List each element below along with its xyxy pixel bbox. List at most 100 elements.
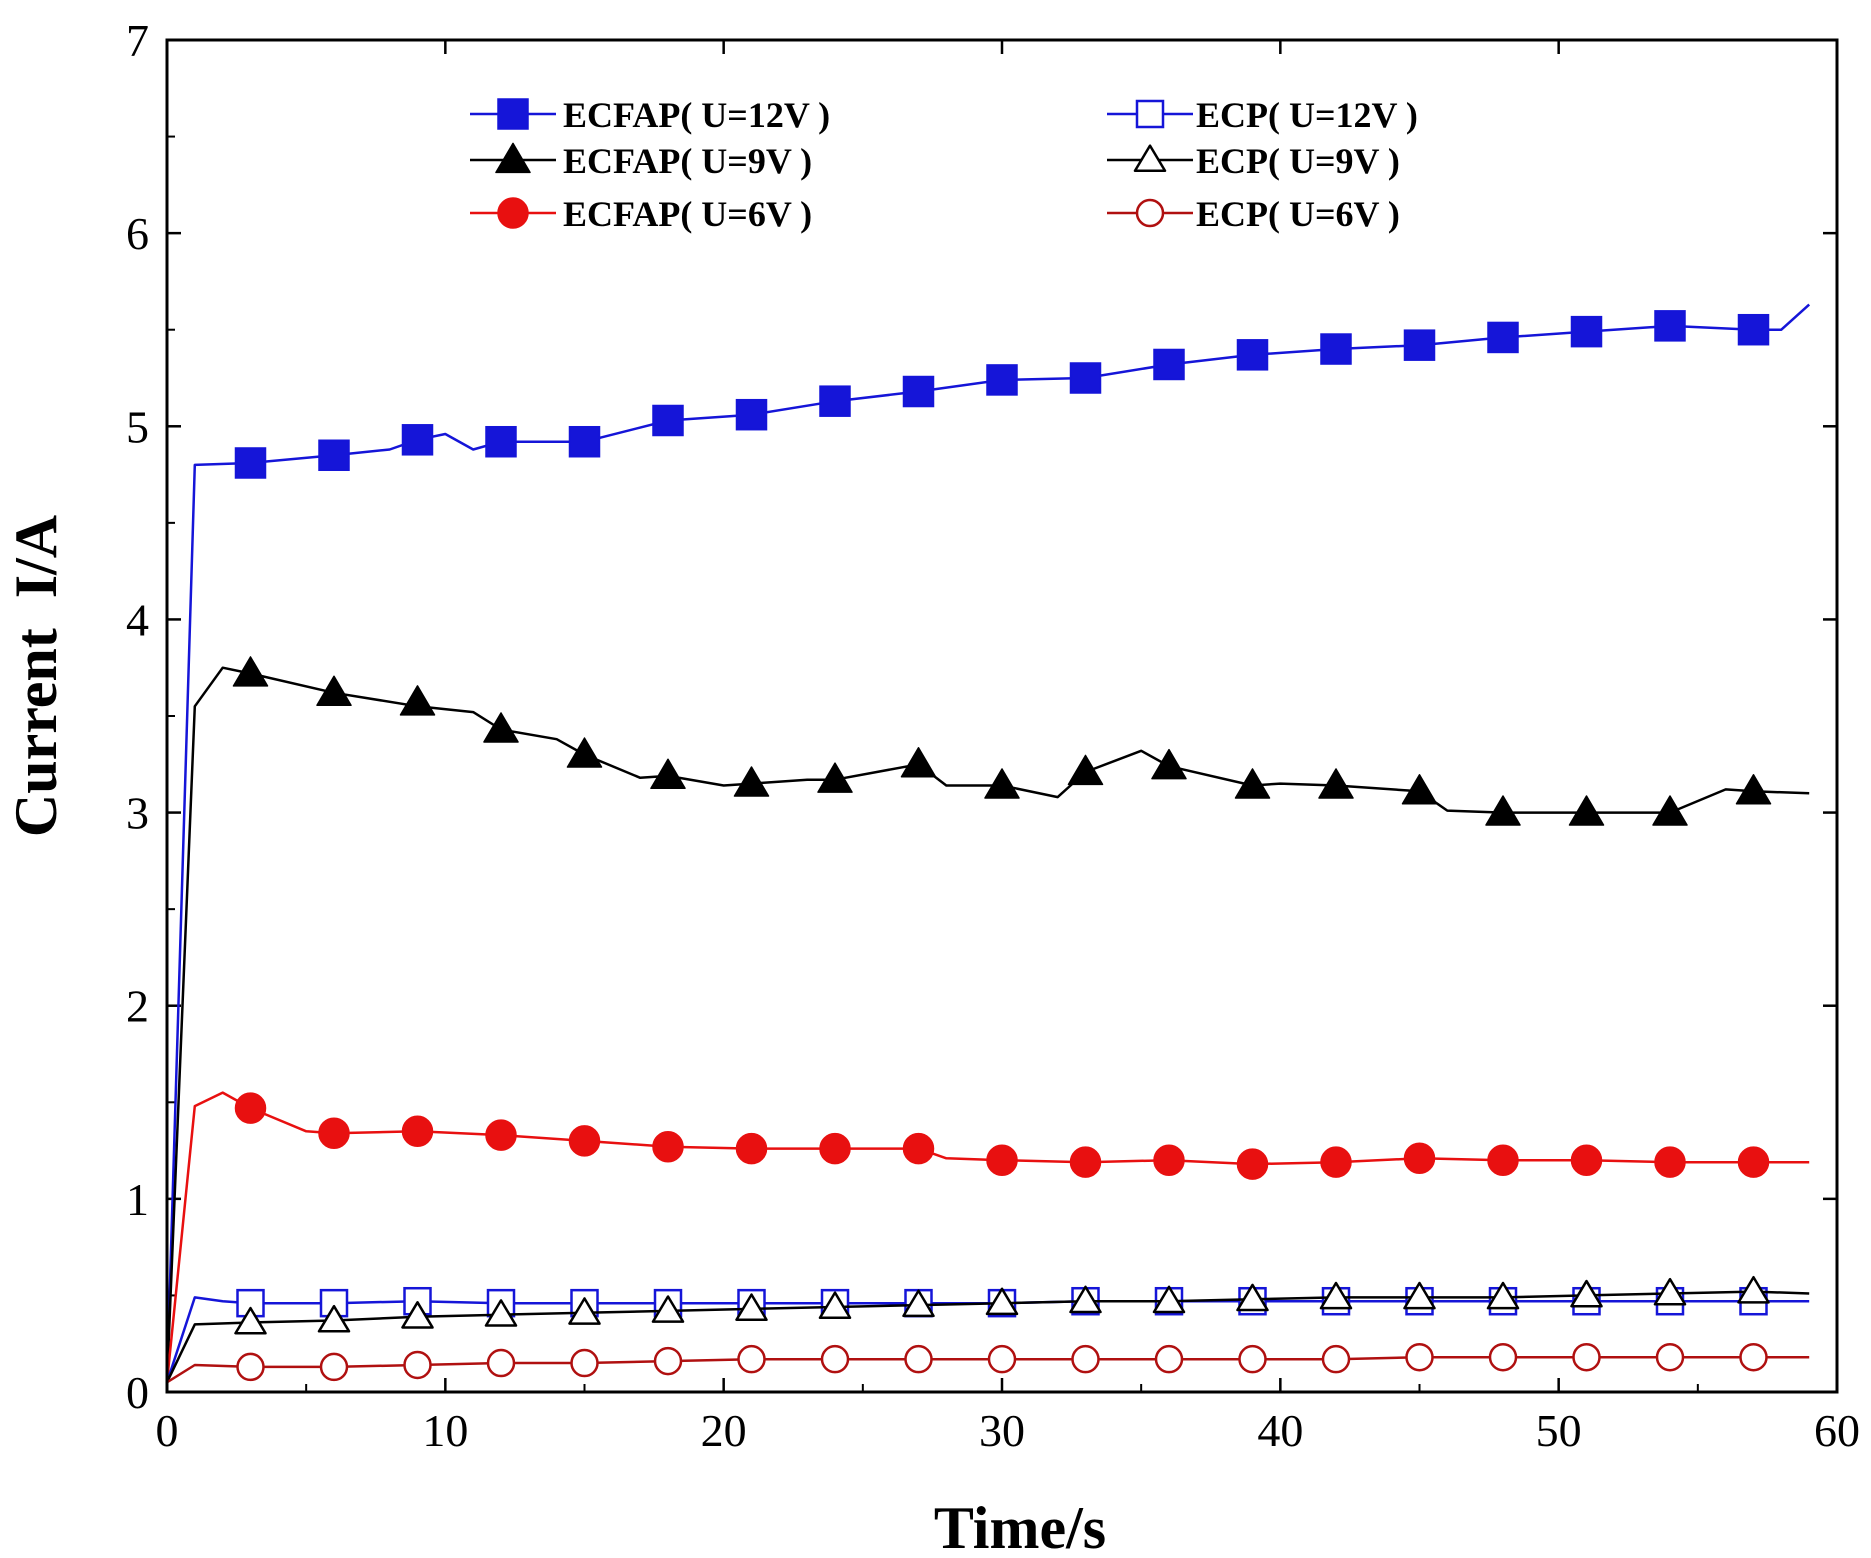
data-point: [1403, 1142, 1436, 1175]
data-point: [1154, 1344, 1184, 1374]
legend-marker: [1135, 198, 1165, 228]
data-point: [984, 768, 1020, 799]
data-point: [1069, 1285, 1102, 1314]
series-ecfap-u-6v: [165, 1091, 1810, 1383]
series-ecp-u-9v: [165, 1275, 1810, 1383]
data-point: [1238, 1344, 1267, 1374]
data-point: [1236, 1283, 1269, 1312]
legend-item: ECP( U=9V ): [1107, 141, 1400, 181]
data-point: [652, 404, 684, 437]
x-tick-label: 60: [1814, 1405, 1860, 1456]
data-point: [902, 1289, 935, 1318]
y-tick-label: 6: [126, 208, 149, 259]
data-point: [401, 1301, 434, 1329]
legend-item: ECFAP( U=6V ): [470, 194, 812, 234]
legend-label: ECP( U=6V ): [1196, 194, 1400, 234]
data-point: [820, 1344, 850, 1374]
data-point: [483, 712, 519, 743]
data-point: [234, 1092, 267, 1124]
data-point: [902, 1132, 935, 1165]
data-point: [1487, 321, 1519, 354]
data-point: [1653, 1277, 1687, 1306]
legend-item: ECFAP( U=9V ): [470, 141, 812, 181]
data-point: [1236, 1148, 1269, 1180]
data-point: [485, 1119, 517, 1151]
data-point: [986, 364, 1018, 396]
data-point: [1739, 1342, 1768, 1372]
plot-frame: [165, 38, 1839, 1394]
data-point: [568, 1297, 601, 1325]
data-point: [735, 1293, 768, 1321]
data-point: [1572, 1342, 1601, 1372]
data-point: [234, 1306, 267, 1335]
data-point: [902, 375, 935, 408]
data-point: [1737, 313, 1770, 346]
legend-marker: [497, 98, 529, 130]
x-tick-label: 20: [701, 1405, 747, 1456]
data-point: [401, 1115, 434, 1148]
data-point: [1655, 1342, 1685, 1372]
data-point: [568, 425, 601, 458]
data-point: [319, 1352, 349, 1382]
x-tick-label: 50: [1536, 1405, 1582, 1456]
data-point: [1151, 748, 1187, 780]
y-axis-title: Current I/A: [3, 515, 69, 837]
series-ecfap-u-12v: [165, 303, 1811, 1383]
legend-item: ECP( U=6V ): [1107, 194, 1400, 234]
data-point: [1654, 310, 1686, 342]
data-point: [399, 685, 436, 716]
data-point: [318, 1117, 350, 1149]
x-tick-label: 10: [422, 1405, 468, 1456]
data-point: [735, 1132, 768, 1165]
legend-label: ECFAP( U=9V ): [563, 141, 812, 181]
data-point: [401, 424, 434, 456]
y-tick-label: 5: [126, 401, 149, 452]
data-point: [1069, 1146, 1102, 1178]
legend-label: ECFAP( U=12V ): [563, 95, 830, 135]
data-point: [1405, 1342, 1434, 1372]
data-point: [1321, 1344, 1351, 1374]
data-point: [318, 439, 350, 472]
series-ecfap-u-9v: [165, 656, 1810, 1383]
data-point: [1234, 768, 1271, 799]
x-tick-label: 30: [979, 1405, 1025, 1456]
data-point: [818, 1291, 852, 1320]
legend-label: ECFAP( U=6V ): [563, 194, 812, 234]
data-point: [1487, 1144, 1519, 1176]
data-point: [486, 1348, 516, 1378]
data-series: [165, 303, 1811, 1384]
data-point: [1570, 1144, 1603, 1176]
data-point: [1069, 362, 1102, 394]
data-point: [1737, 1146, 1770, 1178]
data-point: [651, 1295, 685, 1323]
data-point: [403, 1350, 432, 1380]
data-point: [570, 1348, 599, 1378]
data-point: [985, 1287, 1019, 1316]
legend-marker: [1133, 144, 1167, 173]
data-point: [1488, 1342, 1518, 1372]
data-point: [1152, 1285, 1186, 1314]
data-point: [485, 425, 517, 458]
data-point: [316, 675, 352, 706]
legend-marker: [495, 142, 531, 174]
data-point: [1737, 1275, 1770, 1304]
data-point: [817, 762, 853, 793]
legend-marker: [1135, 99, 1165, 129]
data-point: [1320, 1146, 1352, 1178]
data-point: [1485, 795, 1521, 826]
data-point: [737, 1344, 766, 1374]
y-tick-label: 2: [126, 981, 149, 1032]
data-point: [1652, 795, 1688, 826]
series-line: [165, 666, 1810, 1383]
series-ecp-u-6v: [166, 1342, 1810, 1384]
data-point: [653, 1346, 683, 1376]
data-point: [1486, 1281, 1520, 1310]
x-tick-label: 40: [1257, 1405, 1303, 1456]
legend: ECFAP( U=12V ) ECFAP( U=9V ) ECFAP( U=6V )…: [470, 95, 1418, 234]
x-tick-label: 0: [156, 1405, 179, 1456]
data-point: [1320, 333, 1352, 365]
data-point: [652, 1130, 684, 1163]
data-point: [1153, 1144, 1185, 1176]
y-tick-label: 7: [126, 15, 149, 66]
